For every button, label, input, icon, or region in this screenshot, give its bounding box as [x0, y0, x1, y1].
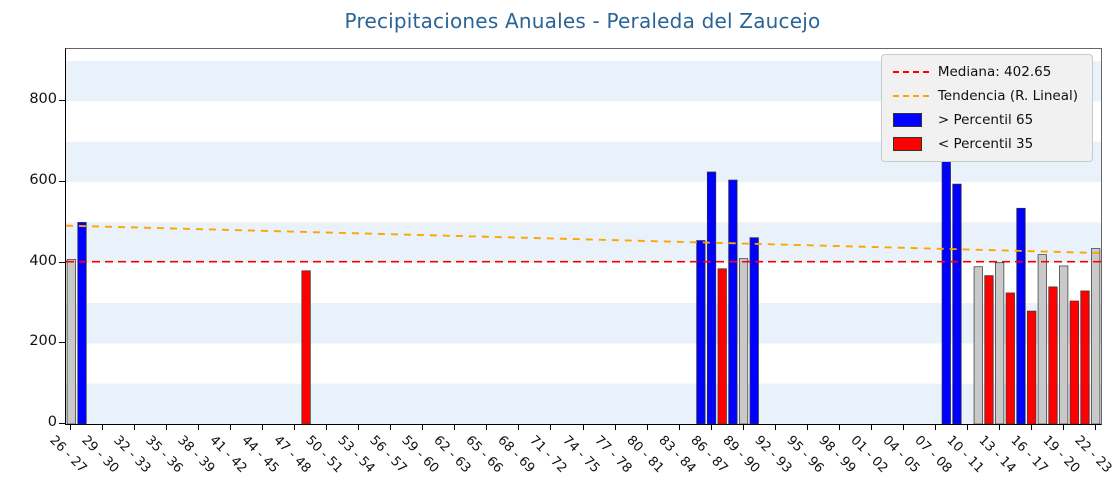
x-tickmark	[454, 425, 456, 430]
x-tickmark	[614, 425, 616, 430]
x-tickmark	[774, 425, 776, 430]
bar-1986-87	[706, 171, 717, 424]
x-tickmark	[998, 425, 1000, 430]
bar-1927-28	[77, 222, 87, 424]
bar-2022-23	[1091, 248, 1101, 424]
x-tickmark	[70, 425, 72, 430]
legend-item-median: Mediana: 402.65	[892, 64, 1078, 80]
x-tickmark	[838, 425, 840, 430]
background-stripe	[66, 222, 1101, 263]
x-tickmark	[390, 425, 392, 430]
legend-label-trend: Tendencia (R. Lineal)	[937, 88, 1078, 104]
bar-2014-15	[1005, 292, 1015, 424]
x-tickmark	[870, 425, 872, 430]
x-tickmark	[1062, 425, 1064, 430]
median-dashed-line-swatch	[892, 71, 929, 73]
legend-item-trend: Tendencia (R. Lineal)	[892, 88, 1078, 104]
y-tick-label: 0	[47, 414, 57, 430]
bar-1948-49	[301, 270, 311, 424]
background-stripe	[66, 303, 1101, 344]
x-tickmark	[1094, 425, 1096, 430]
y-tick-label: 400	[29, 252, 57, 269]
x-tickmark	[166, 425, 168, 430]
bar-2018-19	[1048, 286, 1058, 424]
chart-title: Precipitaciones Anuales - Peraleda del Z…	[344, 9, 821, 33]
x-tickmark	[262, 425, 264, 430]
bar-1988-89	[728, 179, 738, 424]
legend: Mediana: 402.65 Tendencia (R. Lineal) > …	[880, 54, 1093, 162]
trend-dashed-line-swatch	[892, 95, 929, 97]
bar-1990-91	[749, 237, 759, 424]
y-tickmark	[59, 423, 65, 424]
y-tickmark	[59, 342, 65, 344]
x-tickmark	[742, 425, 744, 430]
bar-2011-12	[973, 266, 983, 424]
legend-item-p65: > Percentil 65	[892, 112, 1078, 128]
x-tickmark	[102, 425, 104, 430]
bar-2016-17	[1027, 310, 1037, 424]
bar-2009-10	[952, 183, 962, 424]
x-tickmark	[198, 425, 200, 430]
x-tickmark	[422, 425, 424, 430]
x-tickmark	[582, 425, 584, 430]
bar-2021-22	[1080, 290, 1090, 424]
bar-2017-18	[1037, 254, 1047, 424]
x-tickmark	[230, 425, 232, 430]
x-tickmark	[486, 425, 488, 430]
bar-1987-88	[717, 268, 727, 424]
percentil35-patch-swatch	[892, 137, 922, 151]
bar-1989-90	[738, 258, 749, 424]
y-tickmark	[59, 261, 65, 263]
background-stripe	[66, 383, 1101, 424]
legend-label-p35: < Percentil 35	[937, 136, 1034, 152]
x-tickmark	[678, 425, 680, 430]
bar-2012-13	[984, 275, 994, 424]
x-tickmark	[1030, 425, 1032, 430]
bar-2013-14	[995, 262, 1005, 424]
y-tick-label: 600	[29, 172, 57, 189]
x-tickmark	[902, 425, 904, 430]
bar-2020-21	[1069, 300, 1079, 424]
x-tickmark	[134, 425, 136, 430]
y-tickmark	[59, 100, 65, 102]
x-tickmark	[966, 425, 968, 430]
legend-item-p35: < Percentil 35	[892, 136, 1078, 152]
trend-line	[66, 224, 1101, 254]
x-tickmark	[294, 425, 296, 430]
legend-label-p65: > Percentil 65	[937, 112, 1034, 128]
percentil65-patch-swatch	[892, 113, 922, 127]
y-tick-label: 800	[29, 91, 57, 108]
legend-label-median: Mediana: 402.65	[937, 64, 1052, 80]
x-tickmark	[710, 425, 712, 430]
x-tickmark	[550, 425, 552, 430]
y-tick-label: 200	[29, 333, 57, 350]
x-tickmark	[358, 425, 360, 430]
x-tickmark	[646, 425, 648, 430]
bar-2019-20	[1059, 265, 1069, 424]
bar-1985-86	[696, 240, 706, 424]
x-tickmark	[518, 425, 520, 430]
bar-1926-27	[66, 259, 76, 424]
x-tickmark	[806, 425, 808, 430]
x-tickmark	[934, 425, 936, 430]
bar-2015-16	[1016, 207, 1026, 424]
y-tickmark	[59, 181, 65, 183]
x-tickmark	[326, 425, 328, 430]
